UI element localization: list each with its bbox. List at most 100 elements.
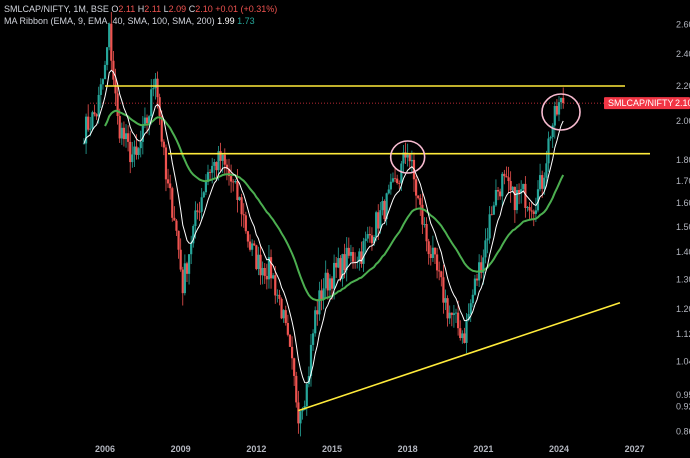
- circled-high-2018: [389, 140, 426, 174]
- candle-body: [335, 262, 338, 268]
- candle-body: [503, 173, 506, 177]
- candle-body: [187, 254, 191, 274]
- candle-body: [326, 272, 329, 291]
- x-tick-label: 2006: [95, 444, 115, 454]
- candle-body: [320, 290, 323, 300]
- candle-body: [244, 215, 247, 232]
- candle-body: [112, 60, 115, 80]
- candle-body: [143, 117, 147, 126]
- candle-body: [469, 303, 472, 315]
- price-tag-box: [604, 97, 690, 110]
- ema9-line: [83, 69, 564, 384]
- rising-trendline: [298, 302, 621, 412]
- candle-body: [414, 179, 418, 196]
- chart-legend-ohlc: SMLCAP/NIFTY, 1M, BSE O2.11 H2.11 L2.09 …: [4, 3, 277, 15]
- candle-body: [154, 78, 157, 89]
- x-tick-label: 2018: [398, 444, 418, 454]
- candle-body: [387, 189, 390, 194]
- candle-body: [194, 210, 197, 227]
- candle-body: [221, 154, 224, 161]
- candle-body: [227, 168, 231, 177]
- candle-body: [351, 252, 355, 262]
- y-tick-label: 1.50: [676, 222, 690, 232]
- candle-body: [358, 251, 361, 262]
- candle-body: [217, 151, 220, 171]
- x-tick-label: 2012: [246, 444, 266, 454]
- candle-body: [238, 197, 241, 200]
- candle-body: [377, 212, 380, 229]
- candle-body: [501, 173, 504, 197]
- candle-body: [547, 138, 550, 164]
- candle-body: [255, 245, 258, 270]
- y-tick-label: 1.30: [676, 274, 690, 284]
- y-tick-label: 0.86: [676, 426, 690, 436]
- candle-body: [549, 137, 552, 139]
- candle-body: [555, 105, 558, 115]
- candle-body: [393, 178, 397, 180]
- indicator-label: MA Ribbon (EMA, 9, EMA, 40, SMA, 100, SM…: [4, 16, 215, 26]
- y-tick-label: 2.00: [676, 116, 690, 126]
- candle-body: [383, 201, 386, 220]
- candle-body: [389, 181, 392, 190]
- candle-body: [396, 178, 399, 184]
- candle-body: [267, 257, 271, 280]
- candle-body: [551, 125, 554, 138]
- candle-body: [408, 154, 411, 162]
- candle-body: [127, 133, 130, 142]
- candle-body: [171, 188, 174, 218]
- ema9-value: 1.99: [217, 16, 235, 26]
- candle-body: [206, 172, 210, 182]
- candle-body: [440, 271, 443, 278]
- candle-body: [177, 230, 180, 250]
- candle-body: [482, 257, 485, 273]
- candle-body: [435, 254, 439, 271]
- candle-body: [223, 154, 226, 165]
- candle-body: [106, 47, 109, 65]
- candle-body: [517, 190, 521, 194]
- candle-body: [173, 217, 176, 221]
- candle-body: [198, 211, 201, 213]
- candle-body: [446, 298, 449, 319]
- candle-body: [423, 224, 426, 225]
- candle-body: [448, 312, 451, 319]
- candle-body: [450, 312, 453, 315]
- candle-body: [103, 64, 107, 80]
- candle-body: [192, 226, 195, 244]
- candle-body: [274, 275, 277, 296]
- candle-body: [160, 115, 163, 142]
- candle-body: [528, 207, 531, 211]
- candle-body: [248, 241, 252, 250]
- candle-body: [118, 115, 121, 139]
- candle-body: [507, 177, 510, 182]
- candle-body: [442, 277, 445, 303]
- candle-body: [141, 125, 144, 142]
- candle-body: [360, 251, 363, 264]
- candle-body: [311, 333, 315, 345]
- candle-body: [553, 105, 556, 126]
- candle-body: [314, 310, 317, 334]
- candle-body: [236, 180, 239, 200]
- candle-body: [200, 197, 203, 212]
- candle-body: [427, 241, 430, 255]
- candle-body: [299, 411, 302, 424]
- candle-body: [293, 358, 296, 376]
- candle-body: [139, 141, 142, 149]
- symbol-label: SMLCAP/NIFTY, 1M, BSE: [4, 4, 109, 14]
- candle-body: [288, 334, 292, 347]
- candle-body: [265, 275, 268, 280]
- candle-body: [124, 133, 128, 140]
- candle-body: [490, 214, 493, 216]
- candle-body: [169, 183, 172, 189]
- candle-body: [494, 190, 498, 206]
- candle-body: [560, 97, 563, 103]
- x-tick-label: 2021: [473, 444, 493, 454]
- candle-body: [87, 116, 90, 130]
- y-tick-label: 1.70: [676, 176, 690, 186]
- y-tick-label: 1.12: [676, 329, 690, 339]
- candle-body: [196, 210, 199, 212]
- candle-body: [536, 189, 540, 211]
- candle-body: [101, 79, 104, 85]
- candle-body: [120, 127, 123, 139]
- y-tick-label: 1.20: [676, 304, 690, 314]
